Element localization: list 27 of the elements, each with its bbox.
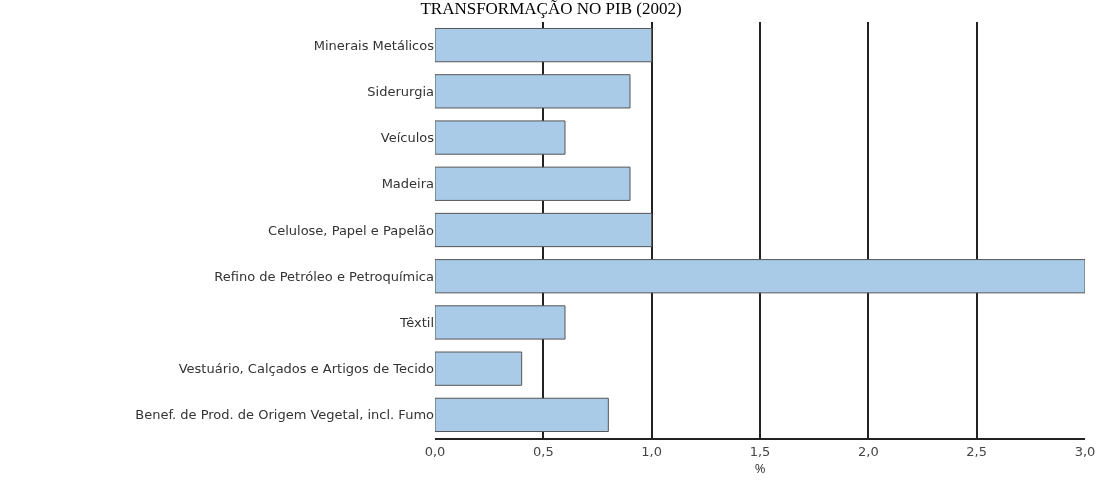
chart-title: TRANSFORMAÇÃO NO PIB (2002) [420,0,682,19]
x-tick-label: 1,0 [641,443,663,459]
y-tick-label: Minerais Metálicos [313,37,435,53]
x-tick-label: 1,5 [749,443,771,459]
bar [435,305,566,340]
bar [435,397,609,433]
bar [435,212,653,248]
y-tick-label: Veículos [380,130,435,146]
bar [435,120,566,155]
bar [435,259,1085,294]
y-tick-label: Refino de Petróleo e Petroquímica [214,268,434,284]
x-tick-label: 2,5 [966,443,988,459]
bar [435,74,631,109]
y-tick-label: Benef. de Prod. de Origem Vegetal, incl. Fumo [135,407,435,423]
x-tick-label: 3,0 [1074,443,1096,459]
y-tick-label: Vestuário, Calçados e Artigos de Tecido [178,361,435,377]
bar [435,166,631,201]
y-tick-label: Celulose, Papel e Papelão [268,222,435,238]
x-tick-label: 2,0 [857,443,879,459]
x-axis-title: % [754,458,766,477]
x-tick-label: 0,5 [532,443,554,459]
x-tick-label: 0,0 [424,443,446,459]
y-tick-label: Têxtil [399,314,434,330]
bar [435,351,523,386]
y-tick-label: Madeira [381,176,434,192]
bar [435,27,653,63]
y-tick-label: Siderurgia [367,83,434,99]
